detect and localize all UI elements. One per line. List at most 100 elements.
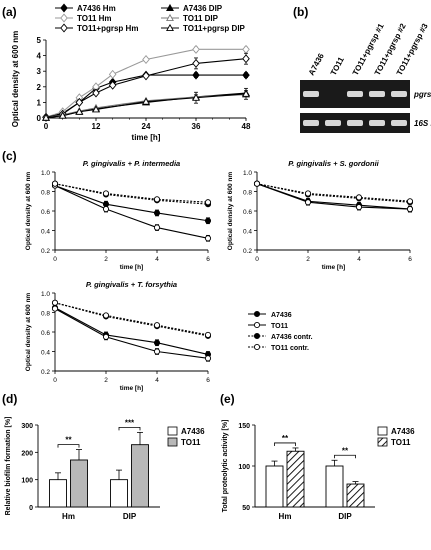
bar xyxy=(49,479,67,508)
significance-label: ** xyxy=(282,434,289,443)
x-tick-label: 4 xyxy=(357,256,361,263)
data-point xyxy=(142,71,150,81)
y-axis-label: Optical density at 600 nm xyxy=(227,172,234,251)
gel-band xyxy=(391,120,407,126)
legend-label: A7436 xyxy=(181,427,205,436)
data-point xyxy=(92,88,100,98)
legend-swatch xyxy=(167,437,178,447)
significance-label: *** xyxy=(125,418,135,427)
data-point xyxy=(42,113,50,121)
data-point xyxy=(108,69,117,79)
series-line-3 xyxy=(54,302,209,336)
x-tick-label: 24 xyxy=(142,122,151,131)
bar xyxy=(131,444,149,508)
y-tick-label: 5 xyxy=(37,36,42,45)
x-category-label: DIP xyxy=(123,512,137,521)
bar xyxy=(286,450,305,508)
x-tick-label: 12 xyxy=(92,122,101,131)
y-tick-label: 0 xyxy=(37,114,42,123)
gel-band xyxy=(391,91,407,97)
data-point xyxy=(242,44,250,54)
panel-label-c: (c) xyxy=(2,149,17,163)
gel-band xyxy=(347,91,363,97)
legend-label: TO11 xyxy=(391,438,411,447)
legend-swatch xyxy=(377,426,388,436)
y-axis-label: Total proteolytic activity [%] xyxy=(222,420,229,513)
x-tick-label: 0 xyxy=(53,256,57,263)
panel-label-e: (e) xyxy=(220,392,235,406)
y-tick-label: 3 xyxy=(37,67,42,76)
data-point xyxy=(153,322,161,329)
data-point xyxy=(192,70,200,80)
series-line-1 xyxy=(256,183,411,210)
chart-title: P. gingivalis + P. intermedia xyxy=(83,159,180,168)
data-point xyxy=(406,198,414,205)
panel-label-d: (d) xyxy=(2,392,17,406)
y-tick-label: 0.2 xyxy=(41,369,50,376)
legend-marker xyxy=(60,3,68,13)
legend-marker xyxy=(60,13,68,23)
y-tick-label: 0.4 xyxy=(41,350,50,357)
y-tick-label: 150 xyxy=(238,423,250,430)
series-line-3 xyxy=(256,183,411,202)
data-point xyxy=(204,355,212,362)
x-tick-label: 0 xyxy=(44,122,49,131)
bar xyxy=(265,465,284,508)
bar xyxy=(325,465,344,508)
legend-marker xyxy=(166,3,174,12)
legend-label: TO11+pgrsp DIP xyxy=(183,24,246,33)
y-axis-label: Optical density at 600 nm xyxy=(25,172,32,251)
series-line-1 xyxy=(45,48,246,118)
y-tick-label: 100 xyxy=(21,478,33,485)
legend-label: TO11 DIP xyxy=(183,14,219,23)
data-point xyxy=(204,331,212,338)
significance-bracket xyxy=(274,442,296,446)
legend-marker xyxy=(60,23,68,33)
x-tick-label: 6 xyxy=(206,256,210,263)
legend-marker xyxy=(166,23,174,32)
x-tick-label: 2 xyxy=(104,256,108,263)
data-point xyxy=(192,44,200,54)
gel-band xyxy=(369,120,385,126)
y-tick-label: 1.0 xyxy=(243,170,252,177)
x-category-label: DIP xyxy=(338,512,352,521)
data-point xyxy=(102,312,110,319)
data-point xyxy=(108,80,117,90)
gel-band xyxy=(303,120,319,126)
data-point xyxy=(75,97,84,107)
legend-label: TO11+pgrsp Hm xyxy=(77,24,138,33)
x-tick-label: 4 xyxy=(155,256,159,263)
y-tick-label: 4 xyxy=(37,52,42,61)
data-point xyxy=(51,299,59,306)
data-point xyxy=(58,111,67,119)
series-line-0 xyxy=(54,185,209,222)
series-line-2 xyxy=(45,58,247,118)
chart-title: P. gingivalis + S. gordonii xyxy=(288,159,379,168)
legend-marker xyxy=(253,321,261,329)
data-point xyxy=(102,205,110,213)
x-axis-label: time [h] xyxy=(132,133,161,142)
series-line-0 xyxy=(54,307,209,355)
x-axis-label: time [h] xyxy=(322,264,345,271)
y-tick-label: 0.6 xyxy=(243,209,252,216)
significance-label: ** xyxy=(342,446,349,455)
data-point xyxy=(142,55,150,64)
x-category-label: Hm xyxy=(62,512,75,521)
legend-marker xyxy=(166,13,174,22)
y-tick-label: 0.8 xyxy=(243,190,252,197)
data-point xyxy=(102,190,110,197)
y-tick-label: 1.0 xyxy=(41,291,50,298)
gel-band xyxy=(347,120,363,126)
data-point xyxy=(355,194,363,201)
legend-label: A7436 Hm xyxy=(77,4,116,13)
data-point xyxy=(51,305,59,312)
legend-marker xyxy=(253,332,261,340)
data-point xyxy=(304,199,312,206)
bar xyxy=(110,479,128,508)
x-tick-label: 2 xyxy=(104,377,108,384)
panel-d-biofilm-chart: 0 100 200 300 Relative biofilm formation [%]… xyxy=(5,417,205,521)
legend-label: A7436 DIP xyxy=(183,4,223,13)
y-tick-label: 0.4 xyxy=(243,229,252,236)
panel-c-legend: A7436 TO11 A7436 contr. TO11 contr. xyxy=(248,310,313,352)
